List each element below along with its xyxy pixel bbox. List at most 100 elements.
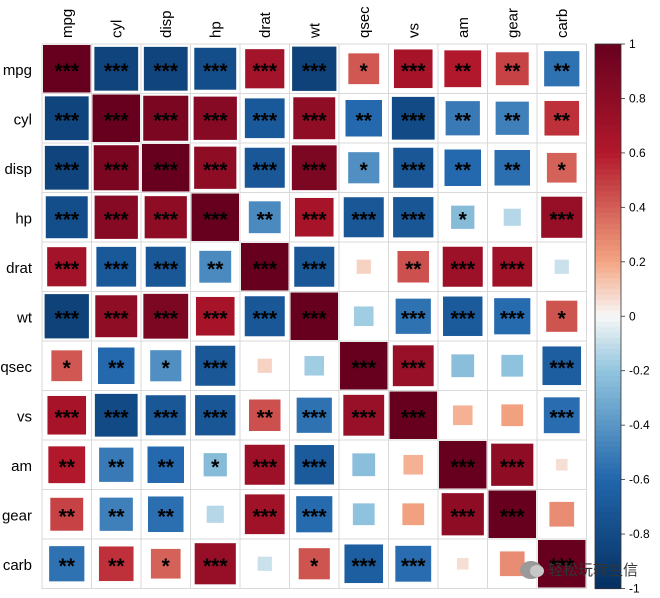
corr-cell-gear-carb	[549, 501, 575, 527]
corr-cell-vs-carb	[543, 397, 580, 434]
corr-cell-am-drat	[244, 444, 285, 485]
sig-label-disp-drat: ***	[252, 159, 277, 182]
corr-cell-hp-cyl	[94, 195, 138, 239]
corr-cell-wt-disp	[143, 293, 189, 339]
row-label-drat: drat	[6, 260, 33, 277]
sig-label-disp-qsec: *	[360, 159, 369, 182]
corr-cell-disp-carb	[546, 152, 577, 183]
row-label-cyl: cyl	[14, 111, 32, 128]
corr-cell-gear-mpg	[50, 497, 84, 531]
sig-label-disp-am: **	[455, 159, 472, 182]
sig-label-am-am: ***	[450, 456, 475, 479]
corr-cell-am-disp	[147, 446, 184, 483]
sig-label-vs-vs: ***	[401, 406, 426, 429]
colorbar-segment	[595, 212, 621, 219]
sig-label-disp-vs: ***	[401, 159, 426, 182]
colorbar-segment	[595, 207, 621, 214]
sig-label-disp-disp: ***	[153, 159, 178, 182]
corr-cell-gear-qsec	[352, 503, 375, 526]
corr-cell-disp-qsec	[348, 152, 380, 184]
corr-cell-carb-disp	[150, 548, 181, 579]
row-label-carb: carb	[3, 557, 32, 574]
colorbar-segment	[595, 425, 621, 432]
corr-cell-carb-mpg	[49, 546, 85, 582]
sig-label-carb-hp: ***	[203, 555, 228, 578]
label-layer: mpg cyl disp hp drat wt qsec vs am gear carb mpg cyl…	[0, 6, 570, 574]
sig-label-mpg-gear: **	[504, 60, 521, 83]
corr-cell-drat-carb	[554, 259, 569, 274]
sig-label-carb-vs: ***	[401, 555, 426, 578]
sig-label-drat-hp: **	[207, 258, 224, 281]
corr-cell-mpg-cyl	[94, 46, 139, 91]
colorbar-segment	[595, 566, 621, 573]
colorbar-segment	[595, 474, 621, 481]
colorbar-segment	[595, 343, 621, 350]
corr-cell-vs-am	[452, 405, 473, 426]
sig-label-wt-wt: ***	[302, 307, 327, 330]
colorbar-segment	[595, 76, 621, 83]
corr-cell-hp-vs	[393, 197, 434, 238]
colorbar-segment	[595, 348, 621, 355]
sig-label-gear-mpg: **	[59, 505, 76, 528]
colorbar-segment	[595, 98, 621, 105]
colorbar-segment	[595, 71, 621, 78]
watermark: 轻松玩转生信	[519, 559, 638, 580]
corr-cell-hp-disp	[144, 196, 187, 239]
corr-cell-drat-cyl	[96, 246, 137, 287]
colorbar-segment	[595, 272, 621, 279]
sig-label-qsec-carb: ***	[549, 357, 574, 380]
sig-label-gear-disp: **	[158, 505, 175, 528]
sig-label-disp-gear: **	[504, 159, 521, 182]
corr-cell-vs-qsec	[343, 394, 385, 436]
sig-label-drat-wt: ***	[302, 258, 327, 281]
corr-cell-gear-drat	[244, 494, 285, 535]
colorbar-segment	[595, 54, 621, 61]
corr-cell-cyl-am	[445, 101, 480, 136]
colorbar-segment	[595, 457, 621, 464]
colorbar-segment	[595, 60, 621, 67]
sig-label-mpg-wt: ***	[302, 60, 327, 83]
corr-cell-vs-wt	[296, 397, 332, 433]
col-label-am: am	[455, 17, 472, 38]
corr-cell-qsec-vs	[392, 345, 434, 387]
sig-label-drat-am: ***	[450, 258, 475, 281]
corr-cell-hp-qsec	[343, 197, 384, 238]
corr-cell-mpg-wt	[292, 46, 337, 91]
corr-cell-vs-vs	[389, 391, 437, 439]
colorbar-segment	[595, 316, 621, 323]
corr-cell-qsec-hp	[195, 345, 236, 386]
sig-label-drat-cyl: ***	[104, 258, 129, 281]
sig-label-cyl-mpg: ***	[54, 109, 79, 132]
corr-cell-hp-gear	[503, 208, 521, 226]
corr-cell-gear-gear	[488, 490, 536, 538]
sig-label-gear-wt: ***	[302, 505, 327, 528]
colorbar-segment	[595, 321, 621, 328]
sig-label-mpg-cyl: ***	[104, 60, 129, 83]
colorbar-segment	[595, 114, 621, 121]
sig-label-cyl-cyl: ***	[104, 109, 129, 132]
colorbar-segment	[595, 93, 621, 100]
corr-cell-gear-wt	[296, 496, 333, 533]
colorbar-segment	[595, 555, 621, 562]
colorbar-segment	[595, 495, 621, 502]
colorbar-segment	[595, 201, 621, 208]
col-label-mpg: mpg	[59, 9, 76, 38]
colorbar-segment	[595, 120, 621, 127]
watermark-text: 轻松玩转生信	[547, 561, 638, 579]
sig-label-vs-carb: ***	[549, 406, 574, 429]
sig-label-wt-disp: ***	[153, 307, 178, 330]
sig-label-disp-wt: ***	[302, 159, 327, 182]
sig-label-disp-mpg: ***	[54, 159, 79, 182]
colorbar-segment	[595, 142, 621, 149]
sig-label-carb-carb: ***	[549, 555, 574, 578]
colorbar-segment	[595, 419, 621, 426]
colorbar-segment	[595, 158, 621, 165]
grid-layer	[41, 43, 587, 589]
colorbar-segment	[595, 490, 621, 497]
corr-cell-vs-disp	[145, 395, 186, 436]
corr-cell-carb-cyl	[98, 546, 134, 582]
corr-cell-wt-wt	[290, 292, 338, 340]
corr-cell-hp-carb	[541, 196, 583, 238]
colorbar-segment	[595, 136, 621, 143]
sig-label-vs-disp: ***	[153, 406, 178, 429]
